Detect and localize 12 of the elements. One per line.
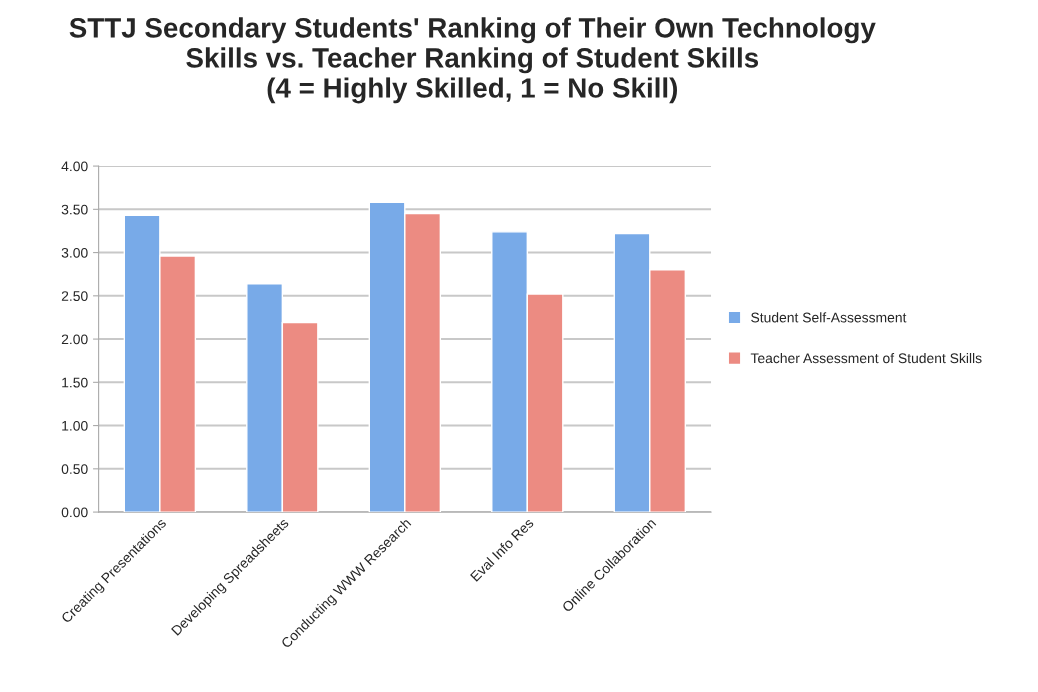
y-tick-label: 0.50	[61, 464, 88, 474]
y-tick-label: 4.00	[61, 161, 88, 172]
y-tick-label: 3.00	[61, 247, 88, 258]
y-tick-label: 2.50	[61, 291, 88, 301]
y-tick-label: 0.00	[61, 507, 88, 518]
chart-title: STTJ Secondary Students' Ranking of Their Own Technology Skills vs. Teacher Ranking of Student Skills (4 = Highly Skilled, 1 = No Skill)	[69, 17, 876, 104]
legend-label: Teacher Assessment of Student Skills	[750, 352, 982, 364]
legend-label: Student Self-Assessment	[751, 312, 907, 323]
y-tick-label: 1.50	[62, 377, 88, 388]
y-tick-label: 1.00	[62, 420, 88, 431]
y-tick-label: 2.00	[61, 334, 88, 345]
y-tick-label: 3.50	[61, 204, 88, 215]
